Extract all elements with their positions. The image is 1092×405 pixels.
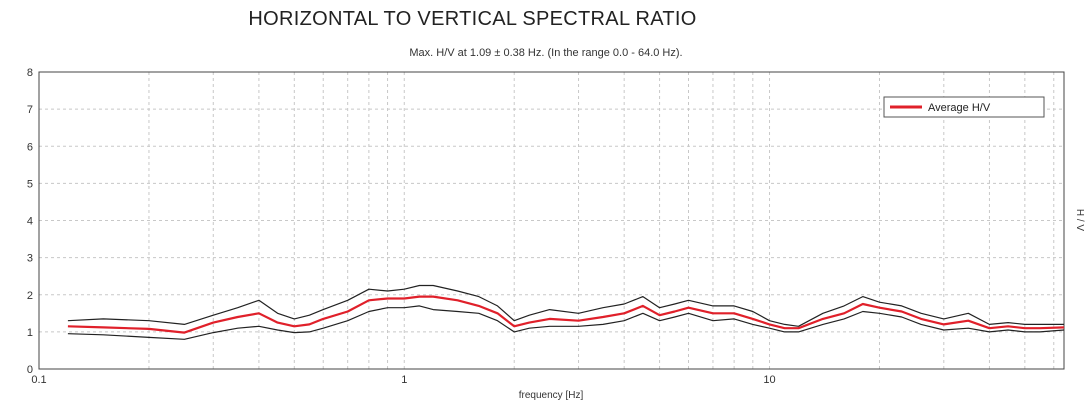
series-layer	[67, 284, 1065, 340]
y-tick-label: 5	[27, 178, 33, 190]
x-axis-label: frequency [Hz]	[519, 390, 584, 401]
plot-area	[38, 71, 1065, 370]
tick-labels: 0 1 2 3 4 5 6 7 8 0.1 1 10	[27, 67, 776, 386]
y-tick-label: 4	[27, 216, 33, 228]
y-tick-label: 6	[27, 141, 33, 153]
series-line-average-hv	[67, 295, 1065, 334]
y-tick-label: 8	[27, 67, 33, 79]
series-line-upper	[67, 284, 1064, 327]
legend-box	[883, 96, 1045, 118]
chart-subtitle: Max. H/V at 1.09 ± 0.38 Hz. (In the rang…	[409, 47, 683, 59]
x-tick-label: 0.1	[31, 374, 46, 386]
y-tick-label: 2	[27, 290, 33, 302]
y-axis-label: H / V	[1074, 209, 1085, 232]
y-tick-label: 7	[27, 104, 33, 116]
y-tick-label: 0	[27, 364, 33, 376]
x-tick-label: 10	[763, 374, 775, 386]
legend-label: Average H/V	[928, 102, 991, 114]
legend: Average H/V	[883, 96, 1045, 118]
chart-title: HORIZONTAL TO VERTICAL SPECTRAL RATIO	[248, 8, 697, 30]
y-tick-label: 3	[27, 253, 33, 265]
y-tick-label: 1	[27, 327, 33, 339]
series-line-lower	[67, 305, 1065, 340]
x-tick-label: 1	[401, 374, 407, 386]
